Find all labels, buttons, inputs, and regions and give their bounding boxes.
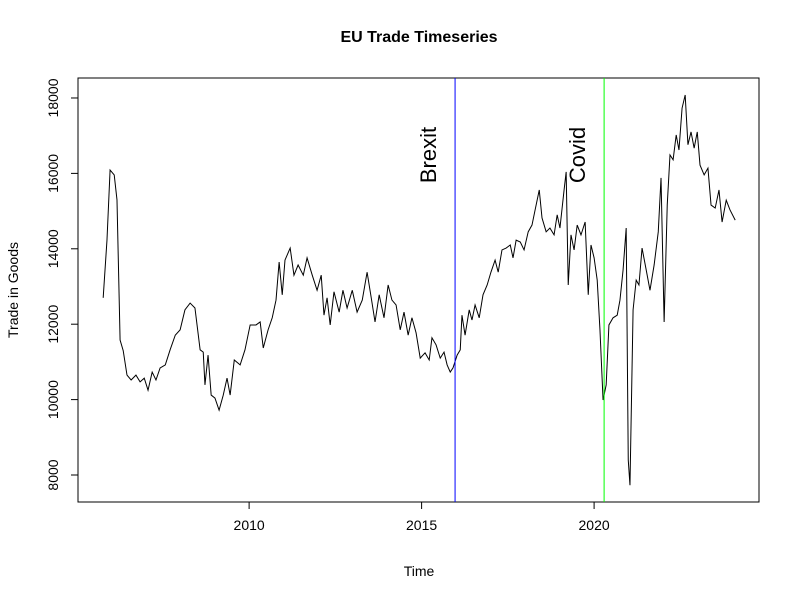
y-tick-label: 8000 [45, 459, 61, 490]
y-tick-label: 14000 [45, 229, 61, 268]
y-axis-label: Trade in Goods [5, 242, 21, 338]
event-label: Brexit [416, 127, 441, 183]
x-tick-label: 2020 [579, 517, 610, 533]
chart-title: EU Trade Timeseries [340, 29, 497, 46]
series-line [102, 94, 736, 486]
y-tick-label: 12000 [45, 305, 61, 344]
x-axis-label: Time [404, 563, 435, 579]
y-tick-label: 16000 [45, 154, 61, 193]
event-label: Covid [565, 127, 590, 183]
y-tick-label: 10000 [45, 380, 61, 419]
y-tick-label: 18000 [45, 78, 61, 117]
x-tick-label: 2015 [406, 517, 437, 533]
plot-box [77, 77, 760, 503]
x-tick-label: 2010 [234, 517, 265, 533]
